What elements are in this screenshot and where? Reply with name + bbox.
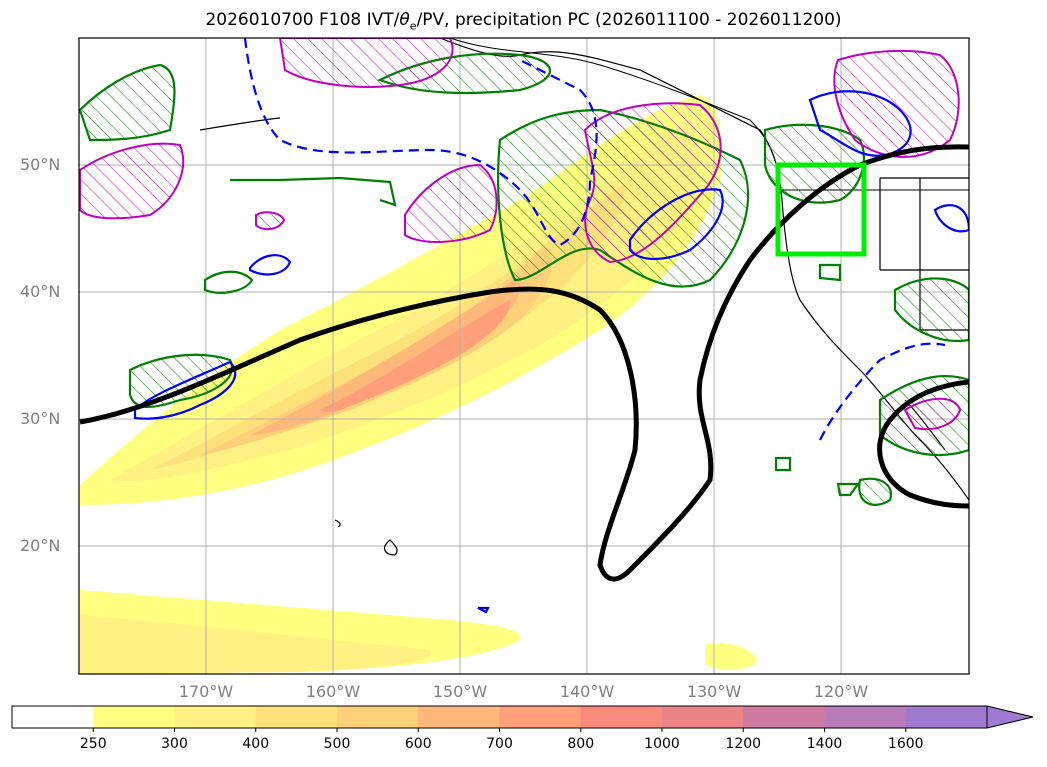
map-title: 2026010700 F108 IVT/θe/PV, precipitation… [205, 10, 842, 33]
colorbar-segment [662, 706, 744, 728]
plot-area [79, 38, 969, 674]
colorbar-segment [905, 706, 988, 728]
colorbar-tick-label: 1200 [725, 736, 762, 752]
colorbar-segment [174, 706, 257, 728]
colorbar-segment [255, 706, 338, 728]
colorbar-extend-arrow [986, 705, 1034, 729]
colorbar-segment [824, 706, 907, 728]
colorbar-tick-label: 1000 [644, 736, 680, 752]
colorbar-tick-label: 600 [404, 736, 432, 752]
colorbar-segment [743, 706, 825, 728]
region-box [775, 162, 867, 257]
colorbar-segment [499, 706, 582, 728]
colorbar-tick-label: 700 [486, 736, 513, 752]
lat-label-50n: 50°N [20, 155, 61, 174]
lon-label-160w: 160°W [305, 682, 361, 701]
colorbar-tick-label: 500 [323, 736, 351, 752]
colorbar-tick-label: 1600 [887, 736, 924, 752]
lat-label-30n: 30°N [20, 409, 61, 428]
lat-label-20n: 20°N [20, 536, 61, 555]
blue-contours [133, 38, 969, 614]
lat-label-40n: 40°N [20, 282, 61, 301]
colorbar-tick-label: 300 [161, 736, 188, 752]
lon-label-150w: 150°W [432, 682, 488, 701]
colorbar-tick-label: 250 [79, 736, 107, 752]
colorbar-tick-label: 1400 [806, 736, 843, 752]
colorbar-tick-label: 800 [567, 736, 595, 752]
magenta-contours [79, 38, 962, 430]
colorbar-segment [93, 706, 175, 728]
lon-label-140w: 140°W [559, 682, 615, 701]
lon-label-130w: 130°W [686, 682, 742, 701]
lon-label-170w: 170°W [178, 682, 234, 701]
colorbar-segment [337, 706, 419, 728]
colorbar [11, 705, 1034, 732]
colorbar-tick-label: 400 [242, 736, 270, 752]
lon-label-120w: 120°W [813, 682, 869, 701]
colorbar-segment [418, 706, 500, 728]
colorbar-segment [580, 706, 663, 728]
colorbar-segment [12, 706, 94, 728]
plot-frame [78, 37, 970, 675]
jet-contour [79, 144, 969, 582]
